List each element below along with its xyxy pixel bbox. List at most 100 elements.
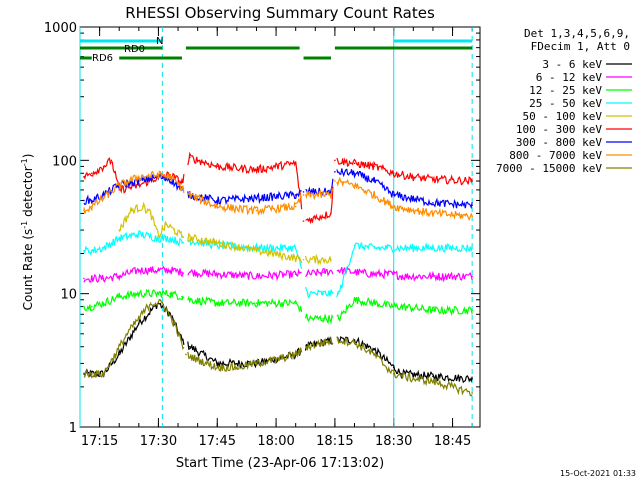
data-point xyxy=(138,233,140,235)
data-point xyxy=(181,235,183,237)
series-line xyxy=(118,201,332,266)
x-tick-label: 18:00 xyxy=(257,434,294,449)
data-point xyxy=(275,358,277,361)
data-point xyxy=(181,187,183,189)
data-point xyxy=(412,176,415,178)
data-point xyxy=(149,212,152,215)
data-point xyxy=(169,292,171,295)
data-point xyxy=(353,172,356,175)
data-point xyxy=(255,209,258,212)
data-point xyxy=(216,302,219,304)
data-point xyxy=(83,277,85,280)
y-label-part: ) xyxy=(21,154,35,159)
legend-label: 800 - 7000 keV xyxy=(509,149,602,162)
y-label-part: -1 xyxy=(20,221,29,229)
data-point xyxy=(400,275,403,278)
data-point xyxy=(255,362,258,365)
data-point xyxy=(338,317,340,320)
data-point xyxy=(400,305,403,308)
data-point xyxy=(353,298,356,301)
data-point xyxy=(161,302,164,304)
data-point xyxy=(373,273,375,275)
data-point xyxy=(432,275,434,278)
data-point xyxy=(169,269,171,271)
data-point xyxy=(83,305,85,308)
data-point xyxy=(471,275,473,278)
data-point xyxy=(141,205,144,208)
data-point xyxy=(216,366,219,369)
data-point xyxy=(338,292,340,295)
data-point xyxy=(138,180,140,182)
footer-timestamp: 15-Oct-2021 01:33 xyxy=(560,469,636,478)
data-point xyxy=(334,180,336,182)
x-tick-label: 18:45 xyxy=(434,434,471,449)
data-point xyxy=(432,202,434,204)
legend: Det 1,3,4,5,6,9,FDecim 1, Att 0 3 - 6 keV… xyxy=(496,27,632,175)
data-point xyxy=(471,392,473,394)
data-point xyxy=(302,220,305,222)
legend-label: 3 - 6 keV xyxy=(542,58,602,71)
data-point xyxy=(330,258,332,261)
data-point xyxy=(471,204,473,207)
data-point xyxy=(118,189,121,191)
data-point xyxy=(114,353,117,356)
data-point xyxy=(126,333,128,335)
plot-frame xyxy=(79,26,481,428)
legend-label: 50 - 100 keV xyxy=(523,110,603,123)
data-point xyxy=(294,273,297,275)
series-line xyxy=(83,288,473,325)
data-point xyxy=(322,271,324,273)
x-tick-label: 17:15 xyxy=(81,434,118,449)
data-point xyxy=(314,258,317,261)
data-point xyxy=(181,295,183,298)
data-point xyxy=(294,353,297,356)
data-point xyxy=(138,176,140,178)
y-tick-label: 100 xyxy=(52,154,77,169)
data-point xyxy=(255,302,258,304)
data-point xyxy=(294,247,297,249)
data-point xyxy=(392,273,395,275)
data-point xyxy=(216,165,219,168)
y-label-part: -1 xyxy=(20,158,29,166)
data-point xyxy=(181,242,183,244)
data-point xyxy=(90,305,93,308)
data-point xyxy=(392,373,395,375)
series-line xyxy=(83,230,473,299)
data-point xyxy=(373,165,375,168)
data-point xyxy=(471,309,473,312)
data-point xyxy=(353,162,356,165)
data-point xyxy=(216,244,219,247)
data-point xyxy=(83,199,85,202)
data-point xyxy=(322,292,324,295)
data-point xyxy=(118,275,121,278)
data-point xyxy=(110,159,113,162)
data-point xyxy=(330,212,332,215)
data-point xyxy=(118,184,121,187)
data-point xyxy=(83,176,85,178)
data-point xyxy=(334,171,336,173)
data-point xyxy=(306,292,309,295)
data-point xyxy=(471,215,473,218)
series-line xyxy=(83,168,473,210)
series-5 xyxy=(118,201,332,266)
data-point xyxy=(236,366,238,369)
flag-label-n: N xyxy=(156,36,163,47)
x-tick-label: 17:30 xyxy=(140,434,177,449)
data-point xyxy=(90,172,93,175)
data-point xyxy=(118,237,121,240)
data-point xyxy=(330,194,332,196)
data-point xyxy=(102,373,105,375)
data-point xyxy=(216,199,219,202)
data-point xyxy=(169,176,171,178)
data-point xyxy=(216,362,219,365)
data-point xyxy=(169,237,171,240)
data-point xyxy=(102,277,105,280)
x-tick-label: 18:30 xyxy=(375,434,412,449)
chart-title: RHESSI Observing Summary Count Rates xyxy=(125,4,435,22)
data-point xyxy=(189,271,191,273)
data-point xyxy=(353,244,356,247)
data-point xyxy=(216,273,219,275)
data-point xyxy=(302,258,305,261)
data-point xyxy=(255,197,258,199)
data-point xyxy=(353,341,356,344)
